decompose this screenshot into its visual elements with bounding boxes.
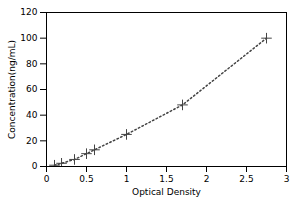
svg-text:0.5: 0.5 [79, 174, 93, 184]
svg-text:3: 3 [284, 174, 290, 184]
svg-text:60: 60 [26, 84, 38, 94]
svg-text:40: 40 [26, 110, 38, 120]
svg-text:1: 1 [124, 174, 130, 184]
svg-text:Concentration(ng/mL): Concentration(ng/mL) [7, 40, 17, 139]
svg-text:Optical Density: Optical Density [132, 187, 202, 197]
svg-text:0: 0 [44, 174, 50, 184]
svg-text:2.5: 2.5 [239, 174, 253, 184]
svg-text:20: 20 [26, 136, 38, 146]
svg-text:2: 2 [204, 174, 210, 184]
svg-text:0: 0 [32, 161, 38, 171]
svg-text:100: 100 [20, 33, 37, 43]
svg-text:120: 120 [20, 7, 37, 17]
svg-text:80: 80 [26, 59, 38, 69]
svg-text:1.5: 1.5 [159, 174, 173, 184]
